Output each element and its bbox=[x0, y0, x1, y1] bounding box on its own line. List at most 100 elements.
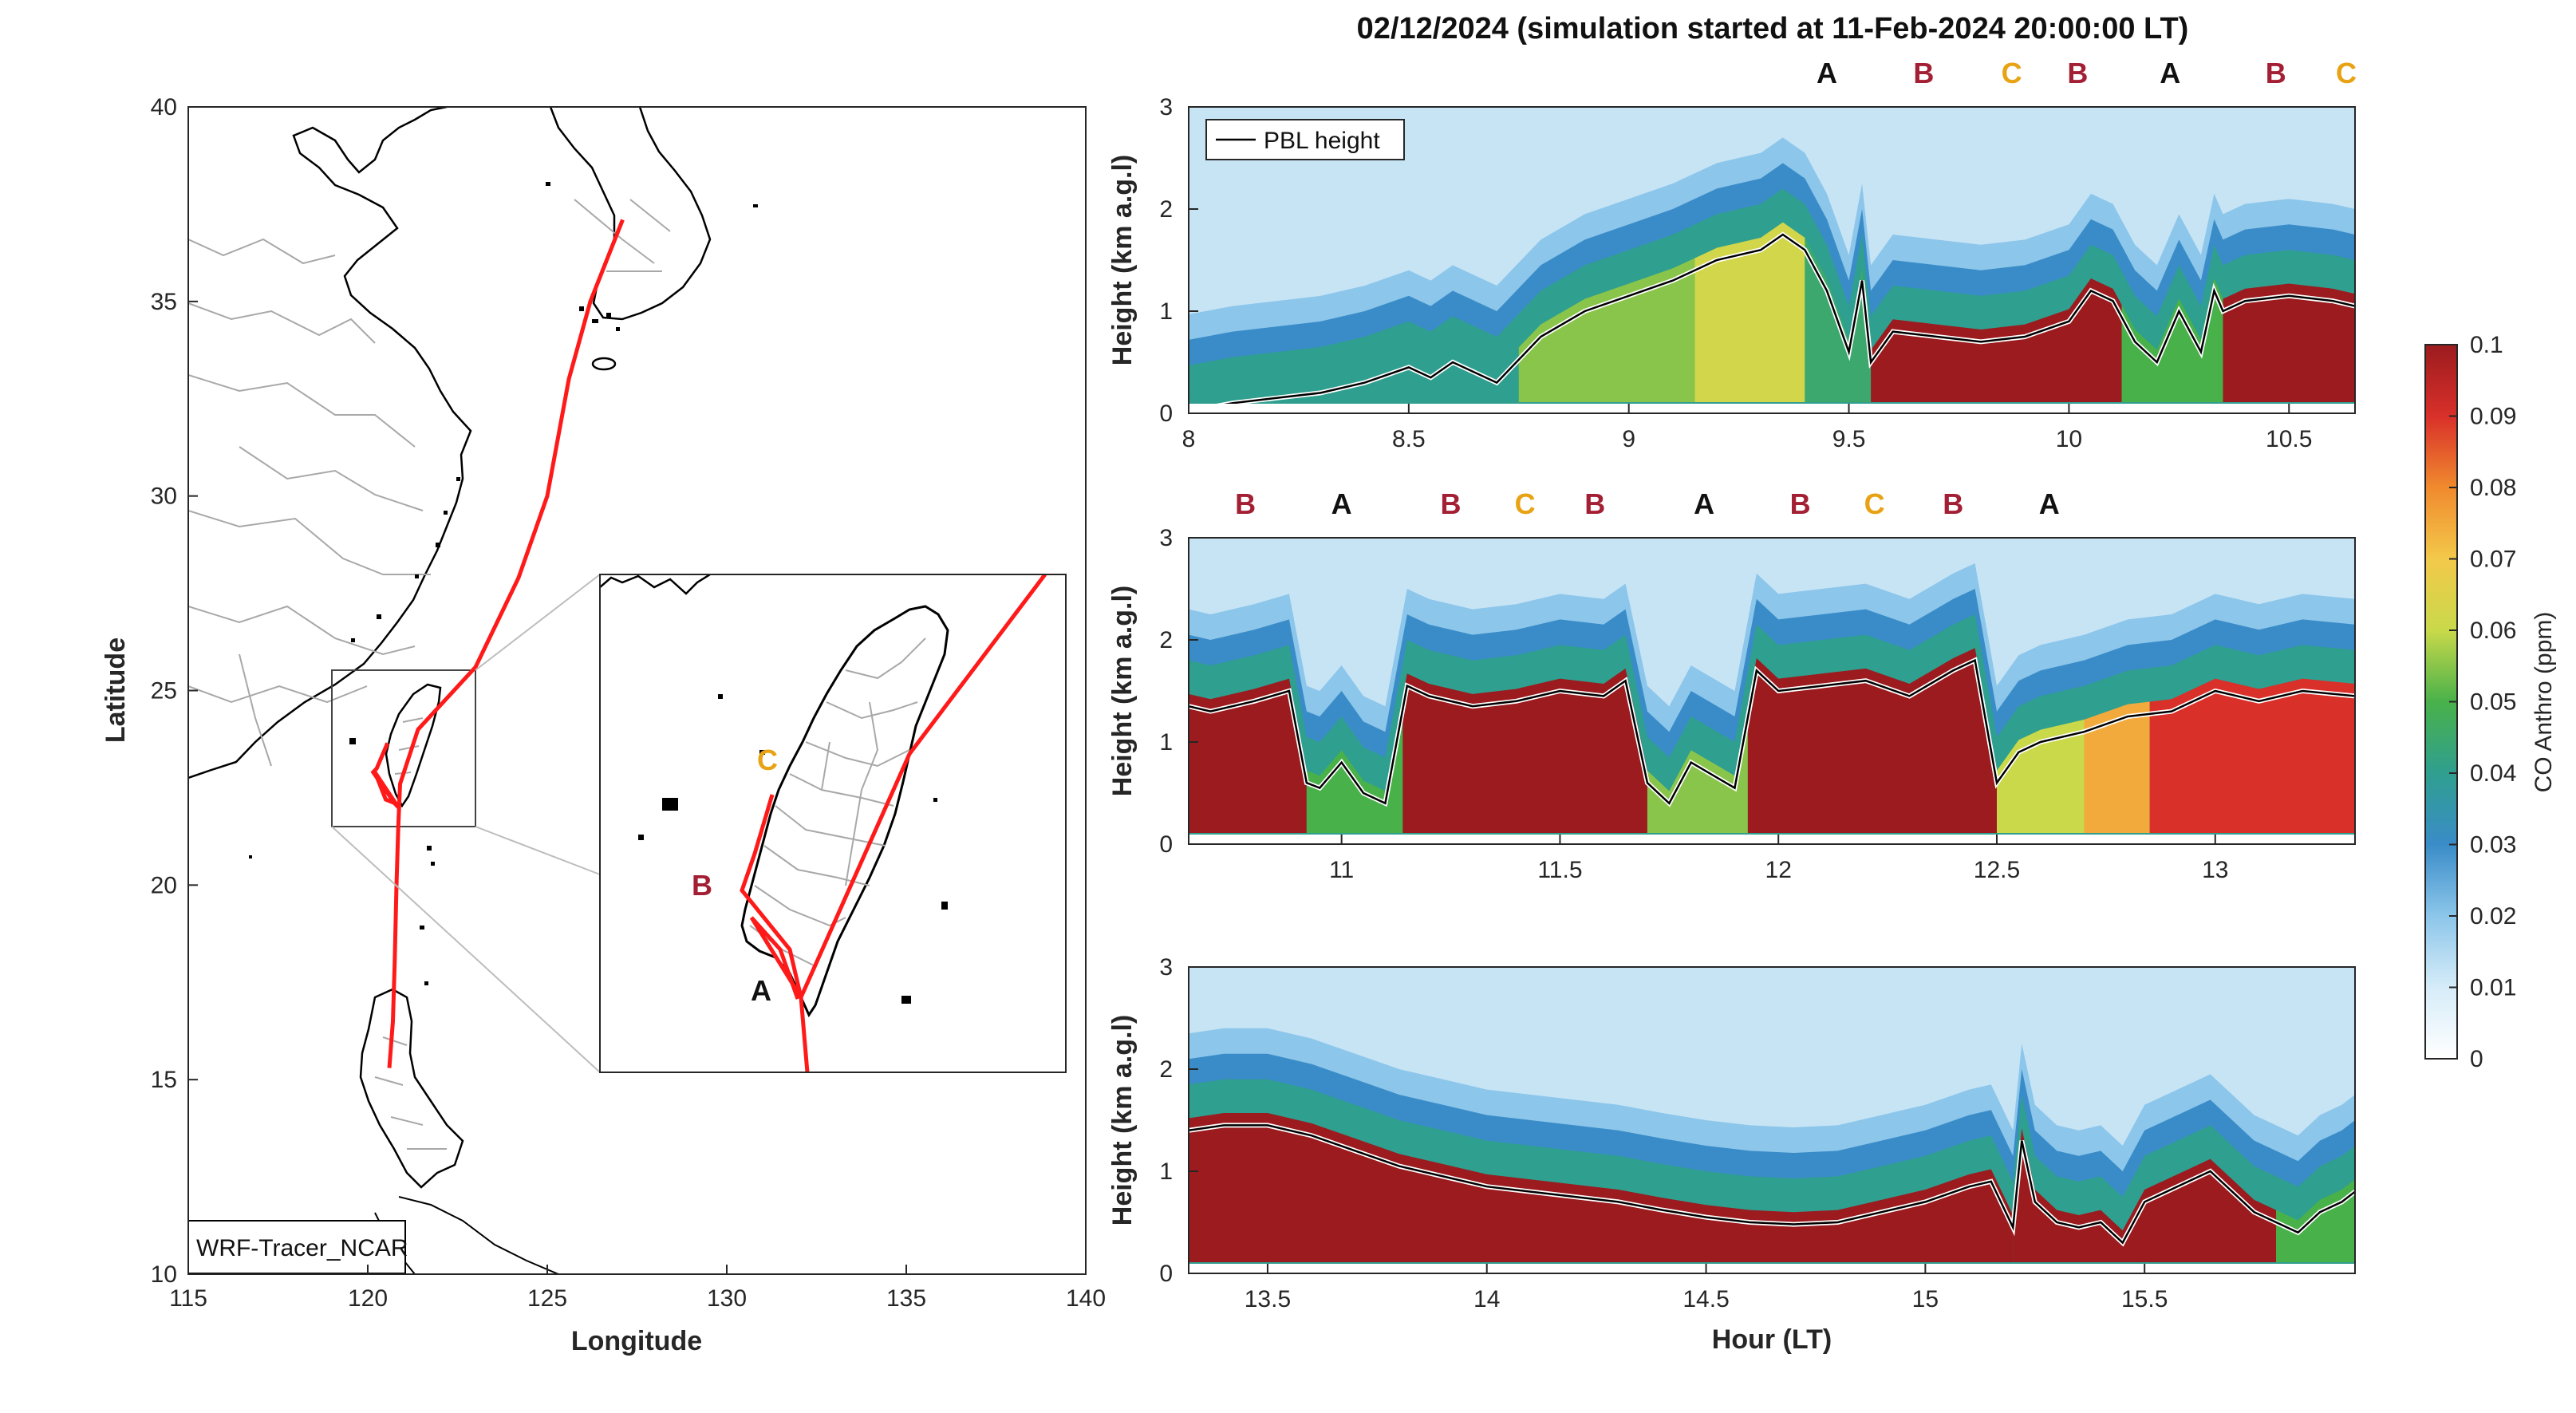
inset-region-box bbox=[331, 669, 476, 827]
colorbar-tick-label: 0.02 bbox=[2470, 903, 2516, 930]
co-curtain-3: 13.5 14 14.5 15 15.5 0 1 2 3 Height (km a.g.l) Hou… bbox=[1107, 954, 2356, 1355]
y-tick-label: 0 bbox=[1159, 401, 1173, 427]
legend-label: PBL height bbox=[1264, 128, 1380, 154]
event-marker-B: B bbox=[1790, 487, 1811, 520]
inset-frame bbox=[599, 574, 1067, 1073]
x-axis-label: Hour (LT) bbox=[1712, 1324, 1832, 1355]
curtain-field bbox=[1189, 538, 2355, 844]
island-dots bbox=[249, 182, 758, 985]
event-marker-C: C bbox=[1864, 487, 1885, 520]
inset-local-trajectory bbox=[740, 794, 803, 1000]
x-tick-label: 8.5 bbox=[1392, 426, 1426, 452]
colorbar-tick-label: 0.1 bbox=[2470, 332, 2503, 358]
y-tick-label: 1 bbox=[1159, 1158, 1173, 1185]
event-marker-A: A bbox=[2160, 57, 2180, 89]
x-tick-label: 8 bbox=[1182, 426, 1196, 452]
inset-regional-trajectory bbox=[799, 574, 1047, 1072]
regime-fill bbox=[1189, 347, 1519, 402]
korea-coastline bbox=[549, 107, 712, 321]
x-tick-label: 11 bbox=[1329, 857, 1354, 883]
map-y-tick-label: 35 bbox=[151, 289, 177, 315]
event-marker-B: B bbox=[1441, 487, 1462, 520]
event-marker-B: B bbox=[1584, 487, 1605, 520]
map-x-tick-label: 115 bbox=[169, 1285, 207, 1312]
x-tick-label: 15 bbox=[1912, 1286, 1939, 1312]
y-axis-label: Height (km a.g.l) bbox=[1107, 155, 1138, 365]
map-y-tick-label: 30 bbox=[151, 483, 177, 510]
event-marker-B: B bbox=[1943, 487, 1963, 520]
province-borders bbox=[188, 199, 671, 1150]
inset-islands bbox=[638, 694, 948, 1004]
x-tick-label: 15.5 bbox=[2121, 1286, 2168, 1312]
curtain-field bbox=[1189, 967, 2355, 1273]
colorbar-tick-label: 0.07 bbox=[2470, 547, 2516, 573]
regime-fill bbox=[2276, 1179, 2355, 1262]
luzon-coastline bbox=[359, 988, 464, 1189]
colorbar-tick-label: 0.03 bbox=[2470, 832, 2516, 858]
map-trajectory-line bbox=[387, 219, 625, 1068]
x-tick-label: 13.5 bbox=[1245, 1286, 1291, 1312]
event-marker-B: B bbox=[1235, 487, 1256, 520]
panel-frame bbox=[1188, 106, 2356, 414]
map-y-tick-label: 15 bbox=[151, 1067, 177, 1093]
colorbar-label: CO Anthro (ppm) bbox=[2531, 612, 2557, 793]
x-tick-label: 14.5 bbox=[1682, 1286, 1729, 1312]
colorbar-tick-label: 0.01 bbox=[2470, 975, 2516, 1001]
y-axis-label: Height (km a.g.l) bbox=[1107, 586, 1138, 796]
y-tick-label: 1 bbox=[1159, 298, 1173, 325]
panel-frame bbox=[1188, 537, 2356, 845]
regime-fill bbox=[1402, 668, 1647, 833]
regime-fill bbox=[1518, 258, 1695, 402]
y-tick-label: 3 bbox=[1159, 525, 1173, 551]
colorbar-tick-label: 0.05 bbox=[2470, 689, 2516, 716]
event-marker-A: A bbox=[1694, 487, 1714, 520]
colorbar-tick-label: 0.04 bbox=[2470, 760, 2516, 787]
colorbar-tick-label: 0 bbox=[2470, 1046, 2483, 1072]
map-y-tick-label: 25 bbox=[151, 678, 177, 705]
co-colorbar: 0 0.01 0.02 0.03 0.04 0.05 0.06 0.07 0.08 0.09 0.1… bbox=[2424, 332, 2557, 1072]
event-marker-B: B bbox=[2067, 57, 2088, 89]
y-tick-label: 2 bbox=[1159, 1056, 1173, 1083]
y-tick-label: 2 bbox=[1159, 627, 1173, 653]
map-y-tick-label: 20 bbox=[151, 872, 177, 898]
map-x-axis-label: Longitude bbox=[571, 1326, 702, 1356]
inset-marker-A: A bbox=[751, 974, 771, 1007]
inset-mainland-coast bbox=[600, 574, 711, 595]
x-tick-label: 14 bbox=[1473, 1286, 1500, 1312]
y-tick-label: 3 bbox=[1159, 954, 1173, 981]
y-tick-label: 3 bbox=[1159, 94, 1173, 120]
inset-map: C B A bbox=[599, 574, 1067, 1073]
y-tick-label: 0 bbox=[1159, 831, 1173, 858]
event-marker-B: B bbox=[2266, 57, 2286, 89]
regime-fill bbox=[1996, 719, 2085, 833]
map-x-tick-label: 125 bbox=[527, 1285, 567, 1312]
map-y-ticks: 10 15 20 25 30 35 40 bbox=[151, 94, 198, 1288]
regime-fill bbox=[1747, 648, 1997, 833]
event-marker-C: C bbox=[2336, 57, 2357, 89]
source-label-box bbox=[188, 1220, 406, 1274]
y-tick-label: 0 bbox=[1159, 1261, 1173, 1287]
pbl-line bbox=[1189, 233, 2355, 412]
event-marker-A: A bbox=[2039, 487, 2060, 520]
jeju-island bbox=[591, 357, 617, 371]
ground-strip bbox=[1189, 404, 2355, 413]
co-curtain-1: 8 8.5 9 9.5 10 10.5 0 1 2 3 Height (km a.g.l) PBL h… bbox=[1107, 57, 2357, 452]
map-x-tick-label: 135 bbox=[886, 1285, 926, 1312]
x-tick-label: 9 bbox=[1622, 426, 1635, 452]
regime-fill bbox=[1189, 678, 1307, 833]
ground-strip bbox=[1189, 835, 2355, 844]
inset-connectors bbox=[331, 574, 601, 1073]
pbl-line bbox=[1189, 1124, 2355, 1245]
y-axis-label: Height (km a.g.l) bbox=[1107, 1015, 1138, 1226]
map-y-tick-label: 40 bbox=[151, 94, 177, 120]
ground-strip bbox=[1189, 1264, 2355, 1273]
regime-fill bbox=[1694, 222, 1805, 402]
x-tick-label: 11.5 bbox=[1537, 857, 1582, 883]
map-basemap: WRF-Tracer_NCAR bbox=[188, 107, 758, 1274]
y-tick-label: 2 bbox=[1159, 196, 1173, 223]
source-label: WRF-Tracer_NCAR bbox=[196, 1235, 408, 1261]
colorbar-tick-label: 0.08 bbox=[2470, 475, 2516, 501]
x-tick-label: 13 bbox=[2202, 857, 2228, 883]
x-tick-label: 9.5 bbox=[1832, 426, 1866, 452]
